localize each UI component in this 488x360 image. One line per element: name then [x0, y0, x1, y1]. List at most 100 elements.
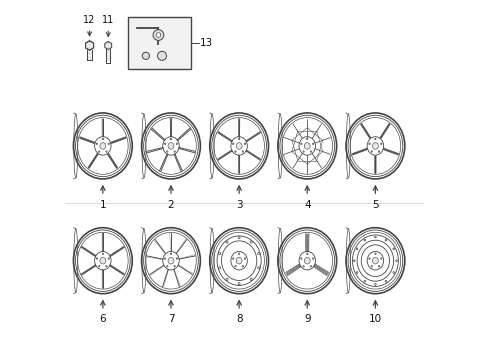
Ellipse shape	[374, 284, 375, 285]
Ellipse shape	[238, 237, 240, 239]
Ellipse shape	[168, 143, 174, 149]
Ellipse shape	[236, 257, 242, 264]
Ellipse shape	[100, 257, 105, 264]
Ellipse shape	[166, 266, 168, 267]
Ellipse shape	[170, 138, 171, 140]
Ellipse shape	[250, 278, 252, 280]
Ellipse shape	[363, 239, 365, 241]
Ellipse shape	[96, 143, 98, 144]
Ellipse shape	[232, 258, 233, 259]
Text: 13: 13	[200, 38, 213, 48]
Ellipse shape	[102, 138, 103, 140]
Ellipse shape	[356, 272, 357, 274]
Ellipse shape	[236, 143, 242, 149]
Ellipse shape	[304, 257, 309, 264]
Ellipse shape	[374, 138, 375, 140]
Ellipse shape	[176, 143, 177, 144]
Ellipse shape	[380, 143, 381, 144]
Ellipse shape	[242, 151, 243, 152]
Ellipse shape	[356, 248, 357, 250]
Text: 2: 2	[167, 200, 174, 210]
Ellipse shape	[242, 266, 243, 267]
Text: 12: 12	[83, 15, 96, 26]
Ellipse shape	[303, 151, 304, 152]
Ellipse shape	[392, 272, 394, 274]
Ellipse shape	[385, 280, 386, 282]
Ellipse shape	[244, 258, 245, 259]
Ellipse shape	[257, 267, 259, 269]
Ellipse shape	[164, 258, 165, 259]
Text: 5: 5	[371, 200, 378, 210]
Ellipse shape	[304, 143, 309, 149]
Text: 8: 8	[235, 315, 242, 324]
Ellipse shape	[374, 236, 375, 238]
Ellipse shape	[378, 151, 379, 152]
Text: 7: 7	[167, 315, 174, 324]
Text: 10: 10	[368, 315, 381, 324]
Ellipse shape	[164, 143, 165, 144]
Text: 11: 11	[102, 15, 114, 26]
Bar	[128, 17, 190, 69]
Ellipse shape	[234, 266, 236, 267]
Text: 1: 1	[100, 200, 106, 210]
Ellipse shape	[380, 258, 381, 259]
Ellipse shape	[99, 266, 100, 267]
Ellipse shape	[372, 257, 378, 264]
Ellipse shape	[353, 260, 354, 262]
Ellipse shape	[225, 241, 227, 243]
Ellipse shape	[176, 258, 177, 259]
Ellipse shape	[306, 253, 307, 255]
Ellipse shape	[218, 267, 220, 269]
Ellipse shape	[238, 253, 239, 255]
Ellipse shape	[105, 151, 107, 152]
Ellipse shape	[108, 143, 109, 144]
Ellipse shape	[309, 151, 311, 152]
Text: 9: 9	[304, 315, 310, 324]
Ellipse shape	[105, 266, 107, 267]
Ellipse shape	[244, 143, 245, 144]
Ellipse shape	[225, 278, 227, 280]
Text: 3: 3	[235, 200, 242, 210]
Ellipse shape	[96, 258, 98, 259]
Ellipse shape	[378, 266, 379, 267]
Ellipse shape	[392, 248, 394, 250]
Ellipse shape	[300, 258, 302, 259]
Ellipse shape	[309, 266, 311, 267]
Ellipse shape	[370, 151, 372, 152]
Ellipse shape	[385, 239, 386, 241]
Ellipse shape	[100, 143, 105, 149]
Ellipse shape	[142, 52, 149, 59]
Ellipse shape	[306, 138, 307, 140]
Ellipse shape	[168, 257, 174, 264]
Ellipse shape	[108, 258, 109, 259]
Ellipse shape	[238, 138, 239, 140]
Ellipse shape	[157, 51, 166, 60]
Ellipse shape	[218, 252, 220, 255]
Ellipse shape	[303, 266, 304, 267]
Ellipse shape	[102, 253, 103, 255]
Ellipse shape	[395, 260, 397, 262]
Ellipse shape	[312, 143, 313, 144]
Ellipse shape	[174, 151, 175, 152]
Ellipse shape	[234, 151, 236, 152]
Ellipse shape	[153, 30, 163, 40]
Ellipse shape	[363, 280, 365, 282]
Ellipse shape	[374, 253, 375, 255]
Ellipse shape	[372, 143, 378, 149]
Ellipse shape	[174, 266, 175, 267]
Ellipse shape	[166, 151, 168, 152]
Ellipse shape	[156, 33, 161, 37]
Ellipse shape	[232, 143, 233, 144]
Ellipse shape	[250, 241, 252, 243]
Ellipse shape	[370, 266, 372, 267]
Ellipse shape	[99, 151, 100, 152]
Ellipse shape	[257, 252, 259, 255]
Ellipse shape	[300, 143, 302, 144]
Polygon shape	[85, 41, 93, 50]
Ellipse shape	[312, 258, 313, 259]
Ellipse shape	[238, 283, 240, 285]
Ellipse shape	[368, 258, 369, 259]
Ellipse shape	[368, 143, 369, 144]
Ellipse shape	[170, 253, 171, 255]
Polygon shape	[104, 41, 111, 49]
